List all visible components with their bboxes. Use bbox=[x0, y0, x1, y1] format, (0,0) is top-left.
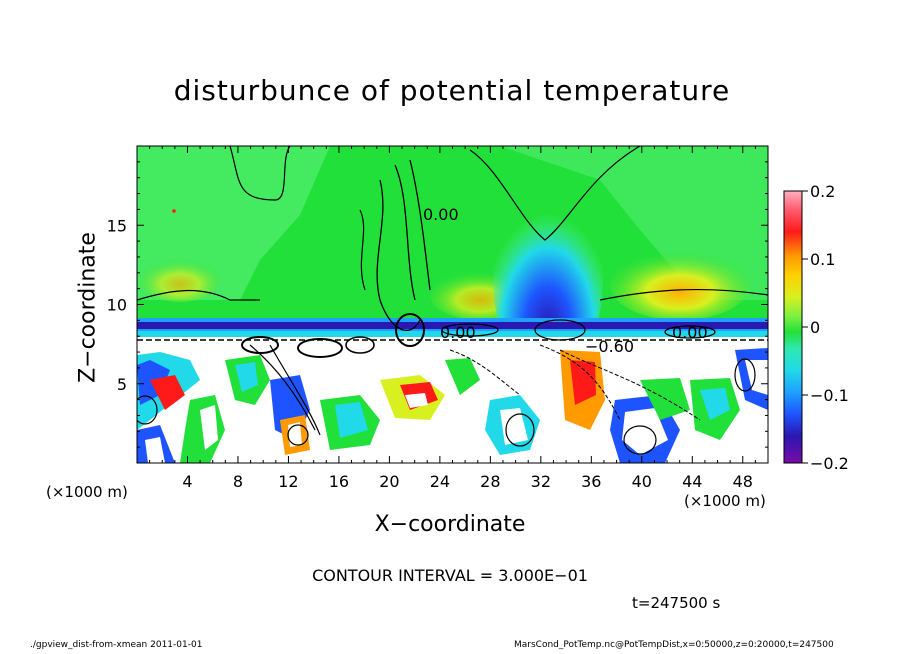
x-unit-label-right: (×1000 m) bbox=[684, 492, 766, 510]
y-tick-label: 15 bbox=[107, 216, 127, 235]
x-tick-label: 12 bbox=[278, 472, 298, 491]
x-tick-label: 44 bbox=[682, 472, 702, 491]
y-axis-label: Z−coordinate bbox=[75, 232, 101, 383]
footer-script-name: ./gpview_dist-from-xmean 2011-01-01 bbox=[30, 640, 203, 650]
colorbar-tick-label: 0.1 bbox=[810, 250, 835, 269]
colorbar-tick-label: 0 bbox=[810, 318, 820, 337]
colorbar-tick-label: 0.2 bbox=[810, 182, 835, 201]
contour-interval-label: CONTOUR INTERVAL = 3.000E−01 bbox=[312, 566, 588, 585]
colorbar-tick-label: −0.2 bbox=[810, 454, 849, 473]
colorbar bbox=[783, 190, 803, 464]
contour-label: 0.00 bbox=[423, 205, 459, 224]
x-tick-label: 48 bbox=[733, 472, 753, 491]
contour-label: 0.00 bbox=[440, 323, 476, 342]
x-tick-label: 40 bbox=[632, 472, 652, 491]
x-tick-label: 36 bbox=[581, 472, 601, 491]
x-tick-label: 8 bbox=[233, 472, 243, 491]
x-tick-label: 24 bbox=[430, 472, 450, 491]
x-axis-label: X−coordinate bbox=[374, 512, 526, 537]
x-tick-label: 20 bbox=[379, 472, 399, 491]
x-tick-label: 4 bbox=[182, 472, 192, 491]
heatmap-field bbox=[137, 146, 768, 463]
chart-title: disturbunce of potential temperature bbox=[173, 74, 731, 107]
contour-label: 0.00 bbox=[672, 323, 708, 342]
contour-label: −0.60 bbox=[585, 337, 634, 356]
x-axis: 4 8 12 16 20 24 28 32 36 40 44 48 bbox=[149, 146, 756, 491]
x-tick-label: 28 bbox=[480, 472, 500, 491]
y-axis: 5 10 15 bbox=[107, 161, 768, 448]
colorbar-ticks: 0.2 0.1 0 −0.1 −0.2 bbox=[802, 182, 849, 473]
time-label: t=247500 s bbox=[632, 594, 721, 612]
y-tick-label: 5 bbox=[117, 375, 127, 394]
footer-source-info: MarsCond_PotTemp.nc@PotTempDist,x=0:5000… bbox=[514, 640, 834, 650]
x-tick-label: 32 bbox=[531, 472, 551, 491]
x-tick-label: 16 bbox=[329, 472, 349, 491]
colorbar-tick-label: −0.1 bbox=[810, 386, 849, 405]
x-unit-label-left: (×1000 m) bbox=[46, 483, 128, 501]
y-tick-label: 10 bbox=[107, 296, 127, 315]
